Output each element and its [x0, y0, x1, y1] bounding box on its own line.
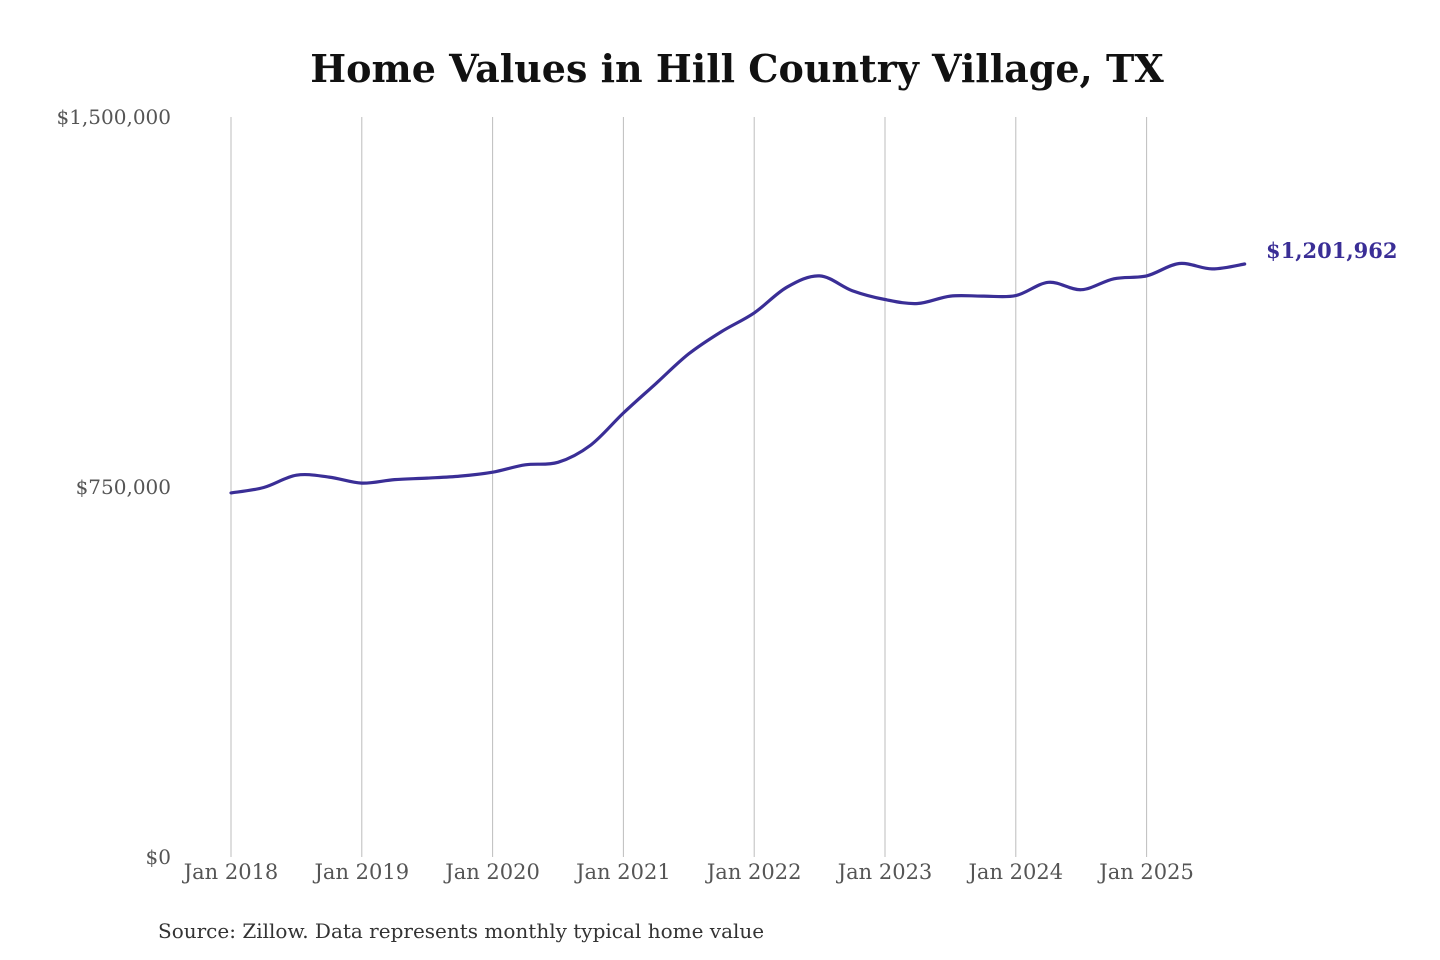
y-tick-label: $1,500,000 [56, 105, 171, 129]
source-note: Source: Zillow. Data represents monthly … [158, 919, 764, 943]
y-axis-ticks: $0 $750,000 $1,500,000 [56, 105, 171, 869]
x-axis-ticks: Jan 2018 Jan 2019 Jan 2020 Jan 2021 Jan 2022… [182, 860, 1194, 884]
y-tick-label: $750,000 [76, 475, 171, 499]
gridlines [230, 117, 1148, 857]
series-layer [229, 261, 1247, 495]
end-value-label: $1,201,962 [1266, 238, 1398, 263]
chart-title: Home Values in Hill Country Village, TX [310, 46, 1164, 91]
x-tick-label: Jan 2025 [1097, 860, 1194, 884]
x-tick-label: Jan 2021 [574, 860, 671, 884]
x-tick-label: Jan 2018 [182, 860, 279, 884]
series-line-0 [229, 261, 1247, 495]
x-tick-label: Jan 2023 [836, 860, 933, 884]
x-tick-label: Jan 2020 [443, 860, 540, 884]
y-tick-label: $0 [146, 845, 171, 869]
x-tick-label: Jan 2022 [705, 860, 802, 884]
x-tick-label: Jan 2024 [967, 860, 1064, 884]
x-tick-label: Jan 2019 [313, 860, 410, 884]
